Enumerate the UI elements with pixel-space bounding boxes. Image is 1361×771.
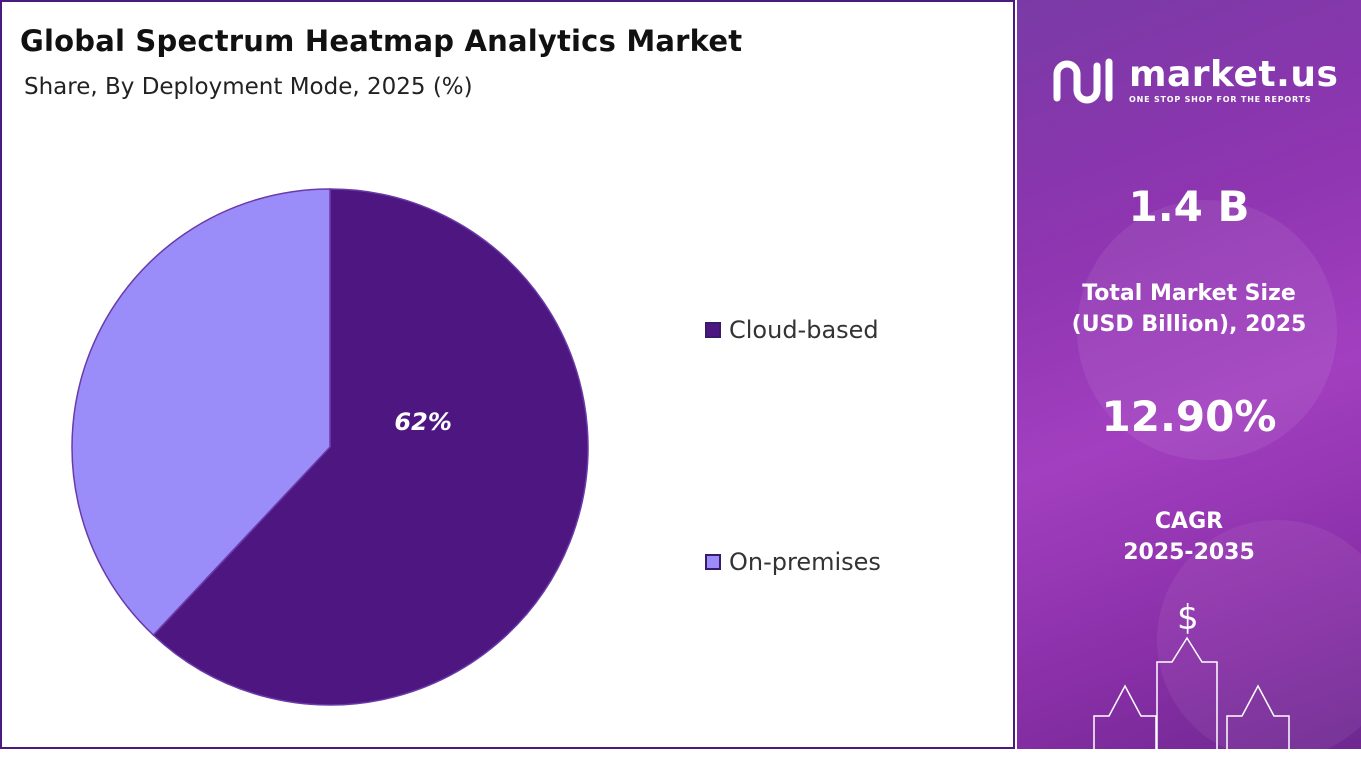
cagr-value: 12.90% bbox=[1101, 392, 1277, 441]
bottom-strip bbox=[0, 749, 1361, 771]
summary-panel: market.us ONE STOP SHOP FOR THE REPORTS … bbox=[1017, 0, 1361, 749]
pie-chart: 62% bbox=[71, 188, 589, 706]
background-glow bbox=[1157, 520, 1361, 749]
market-size-label-line-2: (USD Billion), 2025 bbox=[1071, 312, 1307, 337]
logo-tagline: ONE STOP SHOP FOR THE REPORTS bbox=[1129, 94, 1312, 104]
growth-arrows-icon bbox=[1093, 636, 1290, 749]
cagr-label-line-2: 2025-2035 bbox=[1123, 540, 1255, 565]
market-size-value: 1.4 B bbox=[1128, 182, 1250, 231]
legend-swatch-cloud-based bbox=[705, 322, 721, 338]
legend-label-on-premises: On-premises bbox=[729, 548, 881, 576]
chart-subtitle: Share, By Deployment Mode, 2025 (%) bbox=[24, 74, 473, 100]
market-size-label: Total Market Size (USD Billion), 2025 bbox=[1017, 278, 1361, 340]
logo-mark-icon bbox=[1053, 58, 1113, 104]
legend-item-cloud-based: Cloud-based bbox=[705, 316, 879, 344]
chart-title: Global Spectrum Heatmap Analytics Market bbox=[20, 24, 743, 58]
pie-slice-cloud-based bbox=[152, 188, 589, 706]
legend-label-cloud-based: Cloud-based bbox=[729, 316, 879, 344]
data-label-cloud-based: 62% bbox=[394, 408, 451, 436]
legend-item-on-premises: On-premises bbox=[705, 548, 881, 576]
background-glow bbox=[1077, 200, 1337, 460]
legend-swatch-on-premises bbox=[705, 554, 721, 570]
dollar-icon: $ bbox=[1177, 598, 1199, 638]
cagr-label-line-1: CAGR bbox=[1154, 509, 1224, 534]
market-us-logo: market.us ONE STOP SHOP FOR THE REPORTS bbox=[1051, 54, 1338, 106]
chart-panel: Global Spectrum Heatmap Analytics Market… bbox=[0, 0, 1015, 749]
logo-name: market.us bbox=[1129, 53, 1339, 95]
cagr-label: CAGR 2025-2035 bbox=[1017, 506, 1361, 568]
market-size-label-line-1: Total Market Size bbox=[1082, 281, 1296, 306]
pie-slice-on-premises bbox=[71, 188, 331, 637]
